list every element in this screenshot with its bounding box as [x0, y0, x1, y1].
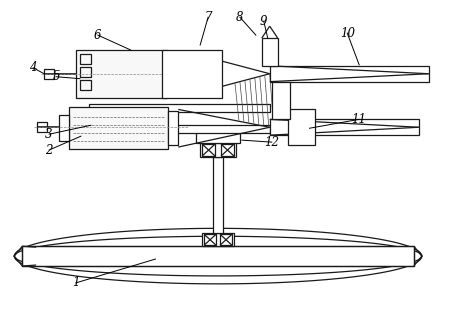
Bar: [44, 69, 54, 79]
Bar: [22, 246, 414, 266]
Bar: [80, 80, 91, 90]
Text: 8: 8: [236, 11, 243, 24]
Bar: [76, 50, 167, 98]
Bar: [213, 157, 223, 233]
Bar: [221, 144, 234, 156]
Text: 10: 10: [340, 27, 355, 40]
Text: 7: 7: [204, 11, 212, 24]
Bar: [80, 54, 91, 64]
Bar: [89, 125, 270, 133]
Bar: [37, 122, 47, 132]
Bar: [69, 107, 168, 149]
Text: 11: 11: [351, 113, 367, 126]
Text: 2: 2: [45, 144, 53, 157]
Text: 1: 1: [72, 276, 80, 289]
Bar: [181, 62, 187, 85]
Bar: [262, 38, 278, 66]
Bar: [89, 105, 270, 112]
Text: 5: 5: [52, 70, 60, 83]
Bar: [272, 82, 290, 119]
Bar: [288, 110, 315, 145]
Bar: [220, 234, 232, 245]
Bar: [22, 246, 414, 266]
Bar: [200, 143, 236, 157]
Bar: [59, 115, 69, 141]
Bar: [80, 67, 91, 77]
Bar: [270, 66, 429, 82]
Bar: [204, 234, 216, 245]
Bar: [167, 58, 181, 90]
Bar: [270, 119, 419, 135]
Bar: [202, 144, 215, 156]
Text: 12: 12: [264, 136, 279, 149]
Text: 3: 3: [45, 128, 53, 141]
Bar: [202, 233, 234, 246]
Text: 9: 9: [260, 15, 267, 28]
Text: 6: 6: [94, 29, 102, 41]
Bar: [168, 111, 178, 145]
Text: 4: 4: [29, 61, 37, 74]
Bar: [162, 50, 222, 98]
Bar: [196, 132, 240, 143]
